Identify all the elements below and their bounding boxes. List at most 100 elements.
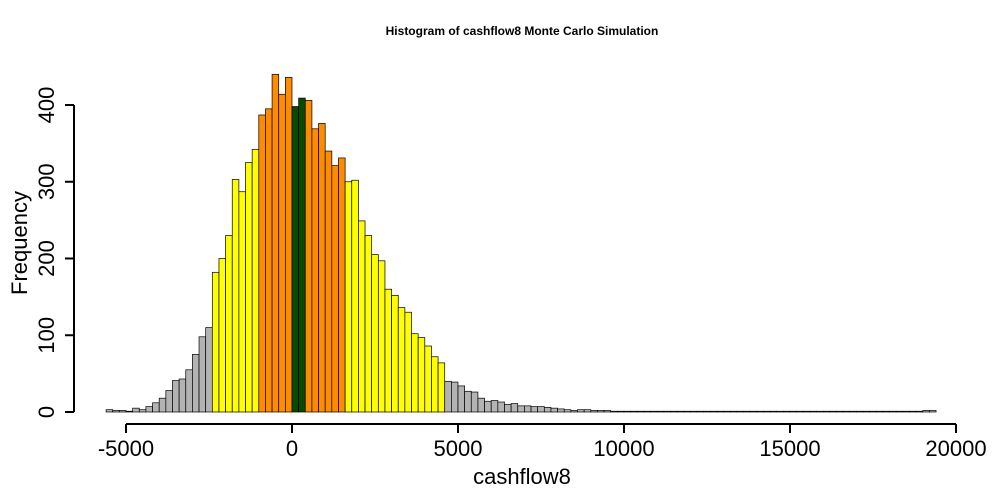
histogram-bar — [245, 162, 253, 413]
histogram-bar — [743, 410, 751, 413]
histogram-bar — [603, 410, 612, 413]
histogram-bar — [152, 402, 160, 413]
histogram-bar — [809, 410, 817, 413]
histogram-bar — [105, 409, 114, 413]
histogram-bar — [218, 258, 226, 413]
histogram-bar — [895, 410, 904, 413]
histogram-bar — [470, 391, 479, 413]
histogram-bar — [437, 362, 446, 413]
histogram-bar — [371, 254, 379, 413]
y-tick-label: 200 — [34, 240, 59, 277]
histogram-bar — [510, 403, 519, 413]
histogram-bar — [417, 337, 426, 413]
histogram-bar — [856, 410, 864, 413]
histogram-bar — [789, 410, 797, 413]
histogram-bar — [377, 260, 386, 413]
histogram-bar — [583, 409, 592, 413]
histogram-bar — [258, 114, 266, 413]
histogram-bar — [557, 408, 565, 413]
histogram-bar — [696, 410, 705, 413]
histogram-bar — [318, 123, 326, 413]
histogram-bar — [849, 410, 857, 413]
histogram-bar — [756, 410, 764, 413]
y-axis-ticks: 0 100 200 300 400 — [34, 87, 74, 418]
histogram-bar — [464, 390, 472, 413]
histogram-bar — [251, 149, 260, 413]
histogram-bar — [358, 220, 366, 413]
histogram-bar — [211, 271, 220, 413]
histogram-bar — [769, 410, 778, 413]
x-tick-label: 5000 — [434, 436, 483, 461]
histogram-bar — [563, 409, 572, 413]
histogram-bar — [291, 106, 299, 413]
y-tick-label: 0 — [34, 406, 59, 418]
histogram-bar — [451, 381, 459, 413]
histogram-bar — [822, 410, 831, 413]
histogram-bar — [570, 410, 578, 413]
histogram-bar — [231, 179, 240, 413]
histogram-bar — [351, 179, 359, 413]
histogram-bar — [816, 410, 824, 413]
histogram-bar — [112, 410, 120, 413]
histogram-bar — [683, 410, 691, 413]
histogram-bar — [158, 397, 167, 413]
histogram-bar — [836, 410, 844, 413]
histogram-bar — [384, 288, 392, 413]
histogram-bar — [862, 410, 871, 413]
histogram-bar — [444, 380, 452, 413]
x-tick-label: 10000 — [593, 436, 654, 461]
x-axis-label: cashflow8 — [473, 464, 571, 489]
histogram-bar — [271, 73, 280, 413]
histogram-bar — [922, 410, 930, 413]
histogram-bar — [537, 406, 545, 413]
histogram-bar — [311, 128, 319, 413]
histogram-bar — [132, 407, 140, 413]
histogram-bar — [597, 410, 605, 413]
histogram-bar — [875, 410, 884, 413]
histogram-bar — [524, 405, 532, 413]
histogram-bar — [610, 410, 618, 413]
histogram-bar — [703, 410, 711, 413]
histogram-bar — [298, 97, 306, 413]
histogram-bar — [324, 150, 333, 413]
histogram-bar — [590, 410, 598, 413]
y-tick-label: 300 — [34, 163, 59, 200]
histogram-bar — [530, 406, 539, 413]
histogram-bar — [304, 100, 313, 413]
histogram-bar — [882, 410, 890, 413]
histogram-bar — [577, 409, 585, 413]
x-tick-label: 0 — [286, 436, 298, 461]
histogram-bar — [484, 400, 492, 413]
histogram-bar — [397, 307, 406, 413]
histogram-bar — [192, 354, 200, 413]
histogram-bar — [285, 77, 293, 413]
x-tick-label: 15000 — [759, 436, 820, 461]
histogram-bar — [364, 235, 373, 413]
histogram-bar — [650, 410, 658, 413]
histogram-bar — [172, 380, 180, 413]
x-tick-label: -5000 — [98, 436, 154, 461]
histogram-bar — [411, 333, 419, 413]
histogram-bars — [105, 73, 937, 413]
histogram-bar — [869, 410, 877, 413]
histogram-bar — [490, 400, 499, 413]
histogram-bar — [709, 410, 718, 413]
histogram-bar — [457, 385, 465, 413]
histogram-bar — [344, 181, 353, 413]
histogram-bar — [125, 410, 133, 413]
histogram-bar — [404, 311, 412, 413]
histogram-bar — [617, 410, 625, 413]
histogram-bar — [431, 356, 439, 413]
histogram-bar — [776, 410, 784, 413]
histogram-bar — [205, 327, 213, 413]
histogram-bar — [842, 410, 851, 413]
histogram-bar — [736, 410, 744, 413]
y-tick-label: 400 — [34, 87, 59, 124]
histogram-bar — [198, 336, 207, 413]
y-tick-label: 100 — [34, 317, 59, 354]
histogram-bar — [802, 410, 811, 413]
histogram-bar — [749, 410, 758, 413]
histogram-bar — [902, 410, 910, 413]
histogram-bar — [165, 390, 173, 413]
histogram-bar — [663, 410, 671, 413]
